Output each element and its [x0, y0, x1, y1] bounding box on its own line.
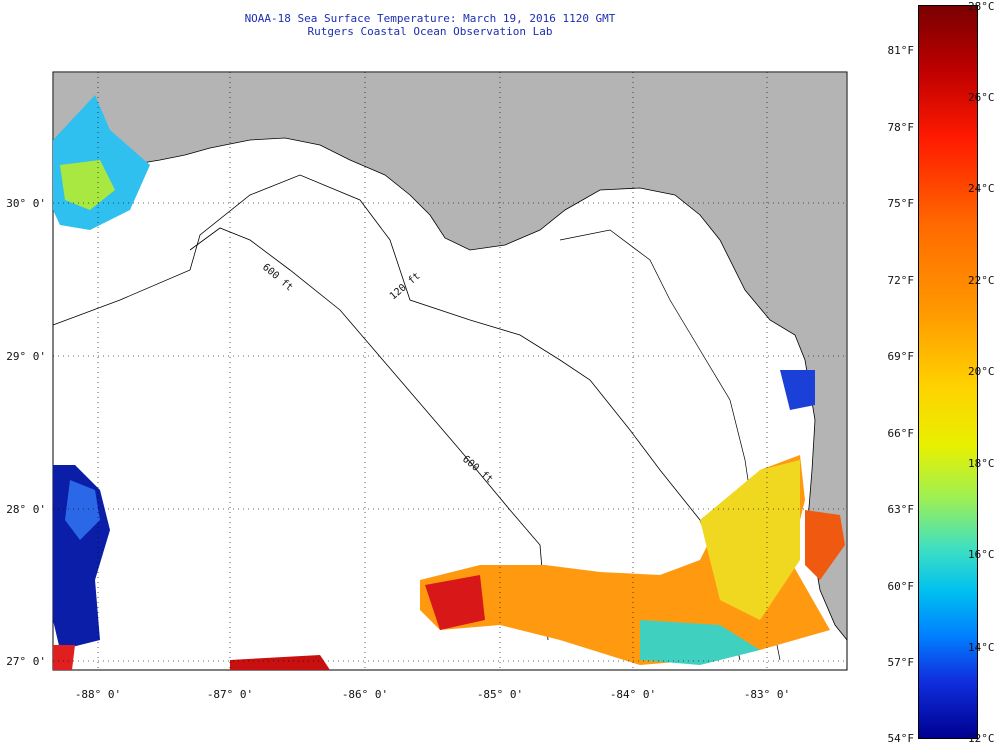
f-tick-66: 66°F	[887, 427, 915, 440]
c-tick-28: 28°C	[968, 0, 995, 13]
map-subtitle: Rutgers Coastal Ocean Observation Lab	[307, 25, 553, 38]
c-tick-26: 26°C	[968, 91, 995, 104]
lon-label-86: -86° 0'	[341, 688, 389, 701]
sst-map: 600 ft 120 ft 600 ft	[52, 71, 848, 671]
lat-label-30: 30° 0'	[6, 197, 46, 210]
f-tick-54: 54°F	[887, 732, 915, 745]
f-tick-78: 78°F	[887, 121, 915, 134]
lat-label-28: 28° 0'	[6, 503, 46, 516]
isobath-120ft	[52, 174, 741, 661]
lon-label-87: -87° 0'	[206, 688, 254, 701]
f-tick-81: 81°F	[887, 44, 915, 57]
lon-label-83: -83° 0'	[743, 688, 791, 701]
land-mass	[52, 71, 848, 642]
lon-label-84: -84° 0'	[609, 688, 657, 701]
c-tick-22: 22°C	[968, 274, 995, 287]
f-tick-69: 69°F	[887, 350, 915, 363]
f-tick-57: 57°F	[887, 656, 915, 669]
f-tick-75: 75°F	[887, 197, 915, 210]
f-tick-60: 60°F	[887, 580, 915, 593]
c-tick-12: 12°C	[968, 732, 995, 745]
c-tick-14: 14°C	[968, 641, 995, 654]
lat-label-27: 27° 0'	[6, 655, 46, 668]
lon-label-85: -85° 0'	[476, 688, 524, 701]
c-tick-16: 16°C	[968, 548, 995, 561]
map-title: NOAA-18 Sea Surface Temperature: March 1…	[244, 12, 616, 25]
c-tick-20: 20°C	[968, 365, 995, 378]
sst-data-patches	[53, 95, 845, 670]
lon-label-88: -88° 0'	[74, 688, 122, 701]
lat-label-29: 29° 0'	[6, 350, 46, 363]
isobath-600ft	[189, 227, 549, 641]
c-tick-24: 24°C	[968, 182, 995, 195]
temperature-colorbar	[918, 5, 978, 739]
f-tick-72: 72°F	[887, 274, 915, 287]
f-tick-63: 63°F	[887, 503, 915, 516]
c-tick-18: 18°C	[968, 457, 995, 470]
